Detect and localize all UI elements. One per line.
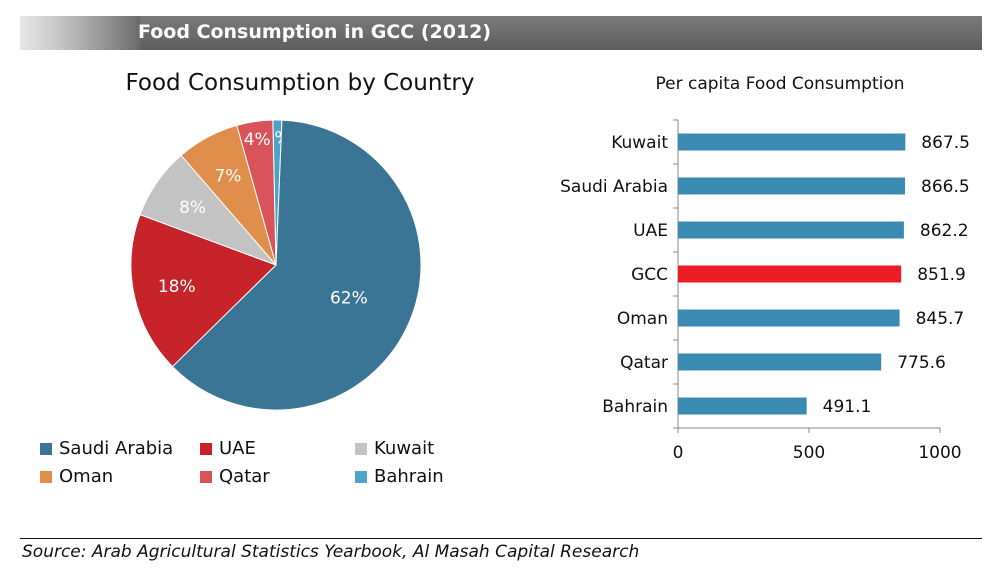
legend-label-uae: UAE <box>219 438 256 459</box>
pie-label-oman: 7% <box>214 167 241 187</box>
bar-value-label-oman: 845.7 <box>916 309 965 329</box>
bar-value-label-bahrain: 491.1 <box>823 397 872 417</box>
legend-item-saudi-arabia: Saudi Arabia <box>40 438 173 459</box>
bar-oman <box>678 309 900 327</box>
legend-label-saudi-arabia: Saudi Arabia <box>59 438 174 459</box>
bar-chart: Kuwait 867.5 Saudi Arabia 866.5 UAE 862.2 GCC 8… <box>560 119 970 463</box>
bar-x-tick-label: 0 <box>673 443 684 463</box>
bar-uae <box>678 221 904 239</box>
bar-category-label-bahrain: Bahrain <box>602 397 668 417</box>
bar-x-tick-label: 1000 <box>918 443 961 463</box>
page-title: Food Consumption in GCC (2012) <box>138 21 492 43</box>
legend-swatch-kuwait <box>355 442 367 455</box>
legend-swatch-uae <box>200 442 212 455</box>
legend-swatch-qatar <box>200 470 212 483</box>
pie-legend: Saudi Arabia UAE Kuwait Oman Qatar Bahrain <box>40 438 500 498</box>
pie-chart: 1%62%18%8%7%4% <box>130 119 422 411</box>
title-banner-accent <box>20 16 140 50</box>
footer-divider <box>20 538 982 539</box>
bar-kuwait <box>678 133 906 151</box>
pie-label-uae: 18% <box>158 277 196 297</box>
legend-swatch-bahrain <box>355 470 367 483</box>
pie-slice-uae <box>130 213 277 368</box>
bar-category-label-kuwait: Kuwait <box>611 133 668 153</box>
bar-value-label-gcc: 851.9 <box>917 265 966 285</box>
legend-item-uae: UAE <box>200 438 256 459</box>
legend-item-bahrain: Bahrain <box>355 466 444 487</box>
legend-item-qatar: Qatar <box>200 466 270 487</box>
bar-category-label-gcc: GCC <box>631 265 668 285</box>
bar-x-tick-label: 500 <box>793 443 825 463</box>
bar-value-label-qatar: 775.6 <box>897 353 946 373</box>
legend-swatch-oman <box>40 470 52 483</box>
source-note: Source: Arab Agricultural Statistics Yea… <box>22 542 640 562</box>
title-banner: Food Consumption in GCC (2012) <box>20 16 982 50</box>
bar-bahrain <box>678 397 807 415</box>
bar-saudi-arabia <box>678 177 906 195</box>
bar-value-label-kuwait: 867.5 <box>921 133 970 153</box>
bar-value-label-uae: 862.2 <box>920 221 969 241</box>
bar-category-label-qatar: Qatar <box>620 353 668 373</box>
bar-value-label-saudi-arabia: 866.5 <box>921 177 970 197</box>
legend-label-bahrain: Bahrain <box>374 466 444 487</box>
legend-label-qatar: Qatar <box>219 466 270 487</box>
legend-item-kuwait: Kuwait <box>355 438 434 459</box>
bar-category-label-saudi-arabia: Saudi Arabia <box>560 177 668 197</box>
bar-chart-title: Per capita Food Consumption <box>655 74 905 94</box>
pie-chart-title: Food Consumption by Country <box>125 70 475 96</box>
pie-label-qatar: 4% <box>244 130 271 150</box>
pie-label-kuwait: 8% <box>179 198 206 218</box>
legend-label-oman: Oman <box>59 466 114 487</box>
bar-category-label-uae: UAE <box>633 221 668 241</box>
pie-label-saudi-arabia: 62% <box>330 288 368 308</box>
legend-swatch-saudi-arabia <box>40 442 52 455</box>
bar-gcc <box>678 265 902 283</box>
pie-slice-saudi-arabia <box>171 119 422 411</box>
pie-slice-qatar <box>236 119 277 266</box>
bar-qatar <box>678 353 882 371</box>
legend-label-kuwait: Kuwait <box>374 438 435 459</box>
bar-category-label-oman: Oman <box>617 309 668 329</box>
legend-item-oman: Oman <box>40 466 113 487</box>
